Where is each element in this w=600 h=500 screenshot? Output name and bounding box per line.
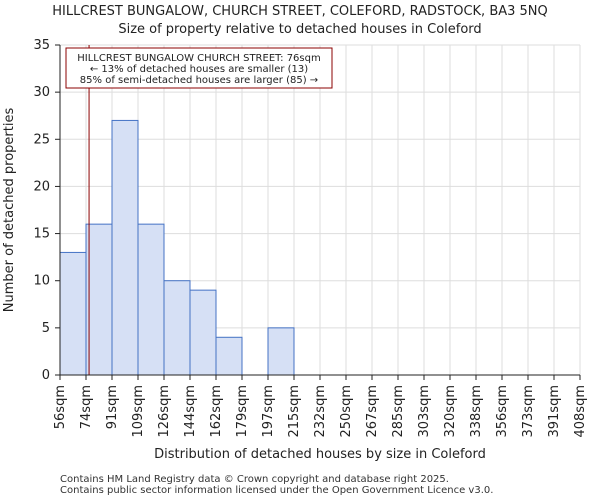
x-tick-label: 338sqm bbox=[469, 385, 484, 438]
x-axis-label: Distribution of detached houses by size … bbox=[154, 447, 486, 462]
histogram-bar bbox=[59, 251, 87, 376]
x-tick-label: 267sqm bbox=[365, 385, 380, 438]
y-tick-label: 35 bbox=[33, 38, 50, 53]
x-tick-label: 356sqm bbox=[495, 385, 510, 438]
axis-layer: 0 5 10 15 20 25 30 35 56sqm 74sqm 91sqm 109sqm 126sq… bbox=[33, 38, 588, 438]
y-tick-label: 15 bbox=[33, 227, 50, 242]
histogram-bar bbox=[137, 223, 165, 376]
x-tick-label: 391sqm bbox=[547, 385, 562, 438]
x-tick-label: 250sqm bbox=[339, 385, 354, 438]
y-tick-label: 25 bbox=[33, 132, 50, 147]
annotation-frame bbox=[65, 47, 333, 89]
histogram-bar bbox=[189, 289, 217, 376]
x-tick-label: 162sqm bbox=[209, 385, 224, 438]
x-tick-label: 144sqm bbox=[183, 385, 198, 438]
bar-layer bbox=[59, 119, 295, 376]
annotation-line-1: HILLCREST BUNGALOW CHURCH STREET: 76sqm bbox=[77, 53, 320, 64]
footer-line-1: Contains HM Land Registry data © Crown c… bbox=[60, 474, 449, 485]
x-tick-label: 320sqm bbox=[443, 385, 458, 438]
x-tick-label: 179sqm bbox=[235, 385, 250, 438]
x-tick-label: 303sqm bbox=[417, 385, 432, 438]
y-tick-label: 5 bbox=[42, 321, 50, 336]
annotation-line-2: ← 13% of detached houses are smaller (13… bbox=[90, 64, 308, 75]
y-tick-label: 20 bbox=[33, 179, 50, 194]
histogram-bar bbox=[163, 280, 191, 376]
annotation-box: HILLCREST BUNGALOW CHURCH STREET: 76sqm … bbox=[65, 47, 333, 89]
y-axis-label: Number of detached properties bbox=[2, 108, 17, 313]
x-tick-label: 373sqm bbox=[521, 385, 536, 438]
annotation-line-3: 85% of semi-detached houses are larger (… bbox=[80, 75, 318, 86]
histogram-bar bbox=[111, 119, 139, 376]
chart-title: HILLCREST BUNGALOW, CHURCH STREET, COLEF… bbox=[52, 4, 548, 19]
y-tick-label: 30 bbox=[33, 85, 50, 100]
histogram-bar bbox=[85, 223, 113, 376]
x-tick-label: 215sqm bbox=[287, 385, 302, 438]
x-tick-label: 285sqm bbox=[391, 385, 406, 438]
y-tick-label: 0 bbox=[42, 368, 50, 383]
x-tick-label: 408sqm bbox=[573, 385, 588, 438]
y-tick-label: 10 bbox=[33, 274, 50, 289]
x-tick-label: 197sqm bbox=[261, 385, 276, 438]
x-tick-label: 74sqm bbox=[79, 385, 94, 429]
x-tick-label: 109sqm bbox=[131, 385, 146, 438]
histogram-bar bbox=[215, 336, 243, 376]
x-tick-label: 91sqm bbox=[105, 385, 120, 429]
x-tick-label: 56sqm bbox=[53, 385, 68, 429]
x-tick-label: 126sqm bbox=[157, 385, 172, 438]
x-tick-label: 232sqm bbox=[313, 385, 328, 438]
footer-line-2: Contains public sector information licen… bbox=[60, 485, 494, 496]
histogram-bar bbox=[267, 327, 295, 376]
chart-subtitle: Size of property relative to detached ho… bbox=[118, 22, 481, 37]
